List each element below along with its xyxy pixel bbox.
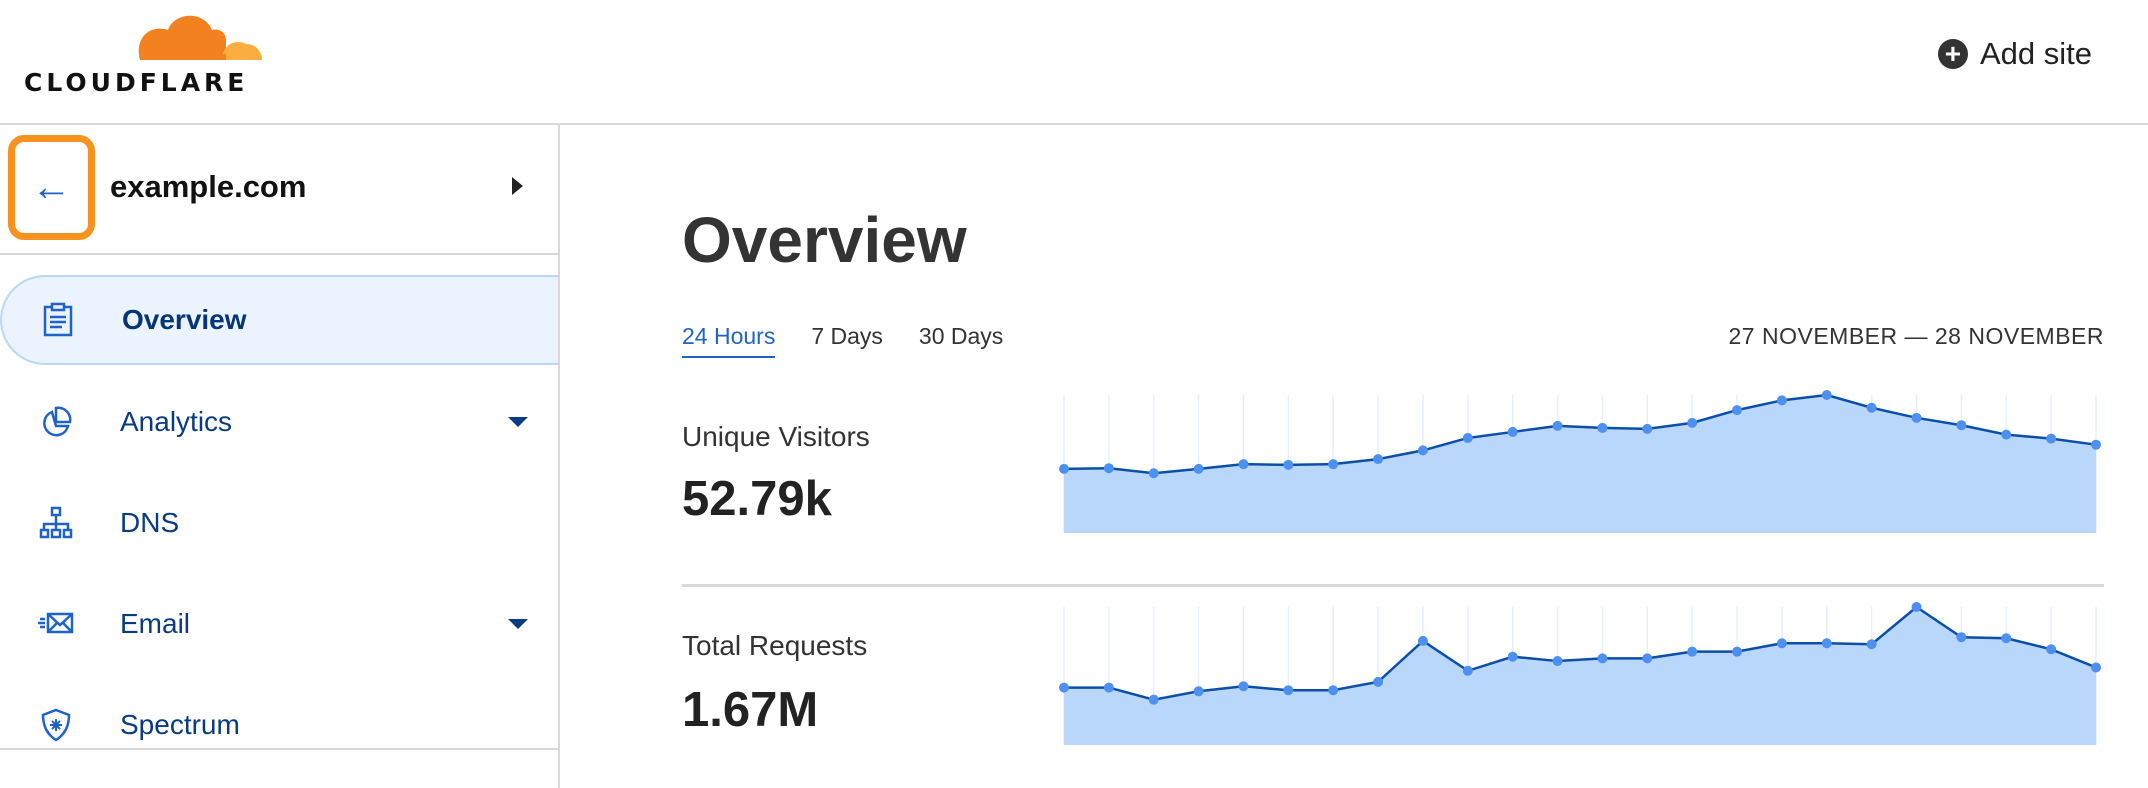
- data-point: [1148, 468, 1159, 479]
- brand-text: CLOUDFLARE: [24, 68, 249, 97]
- data-point: [1687, 417, 1698, 428]
- data-point: [1507, 651, 1518, 662]
- metric-divider: [682, 584, 2104, 587]
- back-button[interactable]: ←: [8, 135, 95, 240]
- data-point: [1417, 445, 1428, 456]
- plus-circle-icon: +: [1937, 39, 1968, 69]
- data-point: [1283, 459, 1294, 470]
- data-point: [1238, 459, 1249, 470]
- network-icon: [39, 506, 73, 539]
- data-point: [1462, 432, 1473, 443]
- sidebar-item-label: Email: [120, 608, 191, 639]
- data-point: [1732, 646, 1743, 657]
- add-site-button[interactable]: + Add site: [1937, 36, 2092, 72]
- data-point: [1059, 682, 1069, 693]
- data-point: [1597, 653, 1608, 664]
- data-point: [1373, 676, 1384, 687]
- data-point: [1597, 422, 1608, 433]
- sidebar: ← example.com Overview Analytics DNS Ema…: [0, 125, 560, 788]
- data-point: [1911, 412, 1922, 423]
- tab-7-days[interactable]: 7 Days: [811, 323, 883, 349]
- series-line: [1064, 605, 2097, 701]
- data-point: [1283, 685, 1294, 696]
- data-point: [2046, 433, 2057, 444]
- cloudflare-logo[interactable]: CLOUDFLARE: [22, 8, 262, 98]
- data-point: [1103, 682, 1114, 693]
- date-range: 27 NOVEMBER — 28 NOVEMBER: [1728, 323, 2104, 349]
- cloud-logo-icon: [138, 15, 262, 60]
- data-point: [1956, 420, 1967, 431]
- data-point: [1956, 632, 1967, 643]
- page-title: Overview: [682, 204, 967, 276]
- clipboard-icon: [43, 302, 73, 337]
- unique-visitors-label: Unique Visitors: [682, 421, 870, 452]
- data-point: [2001, 633, 2012, 644]
- total-requests-sparkline: [1059, 602, 2101, 745]
- shield-icon: [41, 708, 71, 742]
- area-fill: [1064, 395, 2096, 533]
- add-site-label: Add site: [1979, 36, 2092, 71]
- data-point: [1103, 463, 1114, 474]
- sidebar-item-analytics[interactable]: Analytics: [0, 377, 558, 467]
- data-point: [1238, 681, 1249, 692]
- unique-visitors-value: 52.79k: [682, 472, 832, 526]
- data-point: [1642, 423, 1653, 434]
- series-line: [1063, 393, 2097, 475]
- envelope-icon: [38, 612, 74, 634]
- data-point: [1911, 602, 1922, 612]
- sidebar-item-label: DNS: [120, 507, 180, 538]
- sidebar-item-label: Overview: [122, 304, 247, 335]
- data-point: [1328, 459, 1339, 470]
- data-point: [1552, 656, 1563, 667]
- data-point: [1148, 694, 1159, 705]
- sidebar-item-overview[interactable]: Overview: [0, 275, 558, 365]
- total-requests-value: 1.67M: [682, 683, 819, 737]
- data-point: [1193, 463, 1204, 474]
- chevron-down-icon: [508, 619, 528, 629]
- tab-24-hours[interactable]: 24 Hours: [682, 323, 776, 358]
- data-point: [1417, 635, 1428, 646]
- arrow-left-icon: ←: [31, 165, 72, 209]
- data-point: [1866, 639, 1877, 650]
- unique-visitors-sparkline: [1059, 390, 2101, 533]
- data-point: [2091, 662, 2101, 673]
- data-point: [1373, 454, 1384, 465]
- data-point: [1687, 646, 1698, 657]
- data-point: [1059, 463, 1069, 474]
- data-point: [1776, 395, 1787, 406]
- data-point: [1732, 405, 1743, 416]
- domain-name[interactable]: example.com: [110, 169, 307, 204]
- sidebar-item-label: Spectrum: [120, 709, 240, 740]
- chevron-down-icon: [508, 417, 528, 427]
- caret-right-icon[interactable]: [512, 177, 523, 195]
- time-range-tabs: 24 Hours 7 Days 30 Days: [682, 323, 1003, 358]
- data-point: [1552, 420, 1563, 431]
- data-point: [1642, 653, 1653, 664]
- data-point: [2046, 644, 2057, 655]
- sidebar-item-label: Analytics: [120, 406, 233, 437]
- data-point: [1193, 686, 1204, 697]
- data-point: [2001, 429, 2012, 440]
- data-point: [1821, 390, 1832, 400]
- tab-30-days[interactable]: 30 Days: [918, 323, 1004, 349]
- sidebar-item-email[interactable]: Email: [0, 579, 558, 669]
- data-point: [1507, 426, 1518, 437]
- data-point: [1866, 402, 1877, 413]
- area-fill: [1064, 607, 2096, 745]
- data-point: [1462, 665, 1473, 676]
- pie-chart-icon: [43, 406, 72, 437]
- data-point: [1821, 638, 1832, 649]
- data-point: [1776, 638, 1787, 649]
- sidebar-divider: [0, 748, 558, 750]
- top-header: CLOUDFLARE + Add site: [0, 0, 2148, 125]
- data-point: [2091, 439, 2101, 450]
- sidebar-item-spectrum[interactable]: Spectrum: [0, 680, 558, 770]
- total-requests-label: Total Requests: [682, 630, 868, 661]
- domain-row: ← example.com: [0, 125, 558, 255]
- sidebar-item-dns[interactable]: DNS: [0, 478, 558, 568]
- data-point: [1328, 685, 1339, 696]
